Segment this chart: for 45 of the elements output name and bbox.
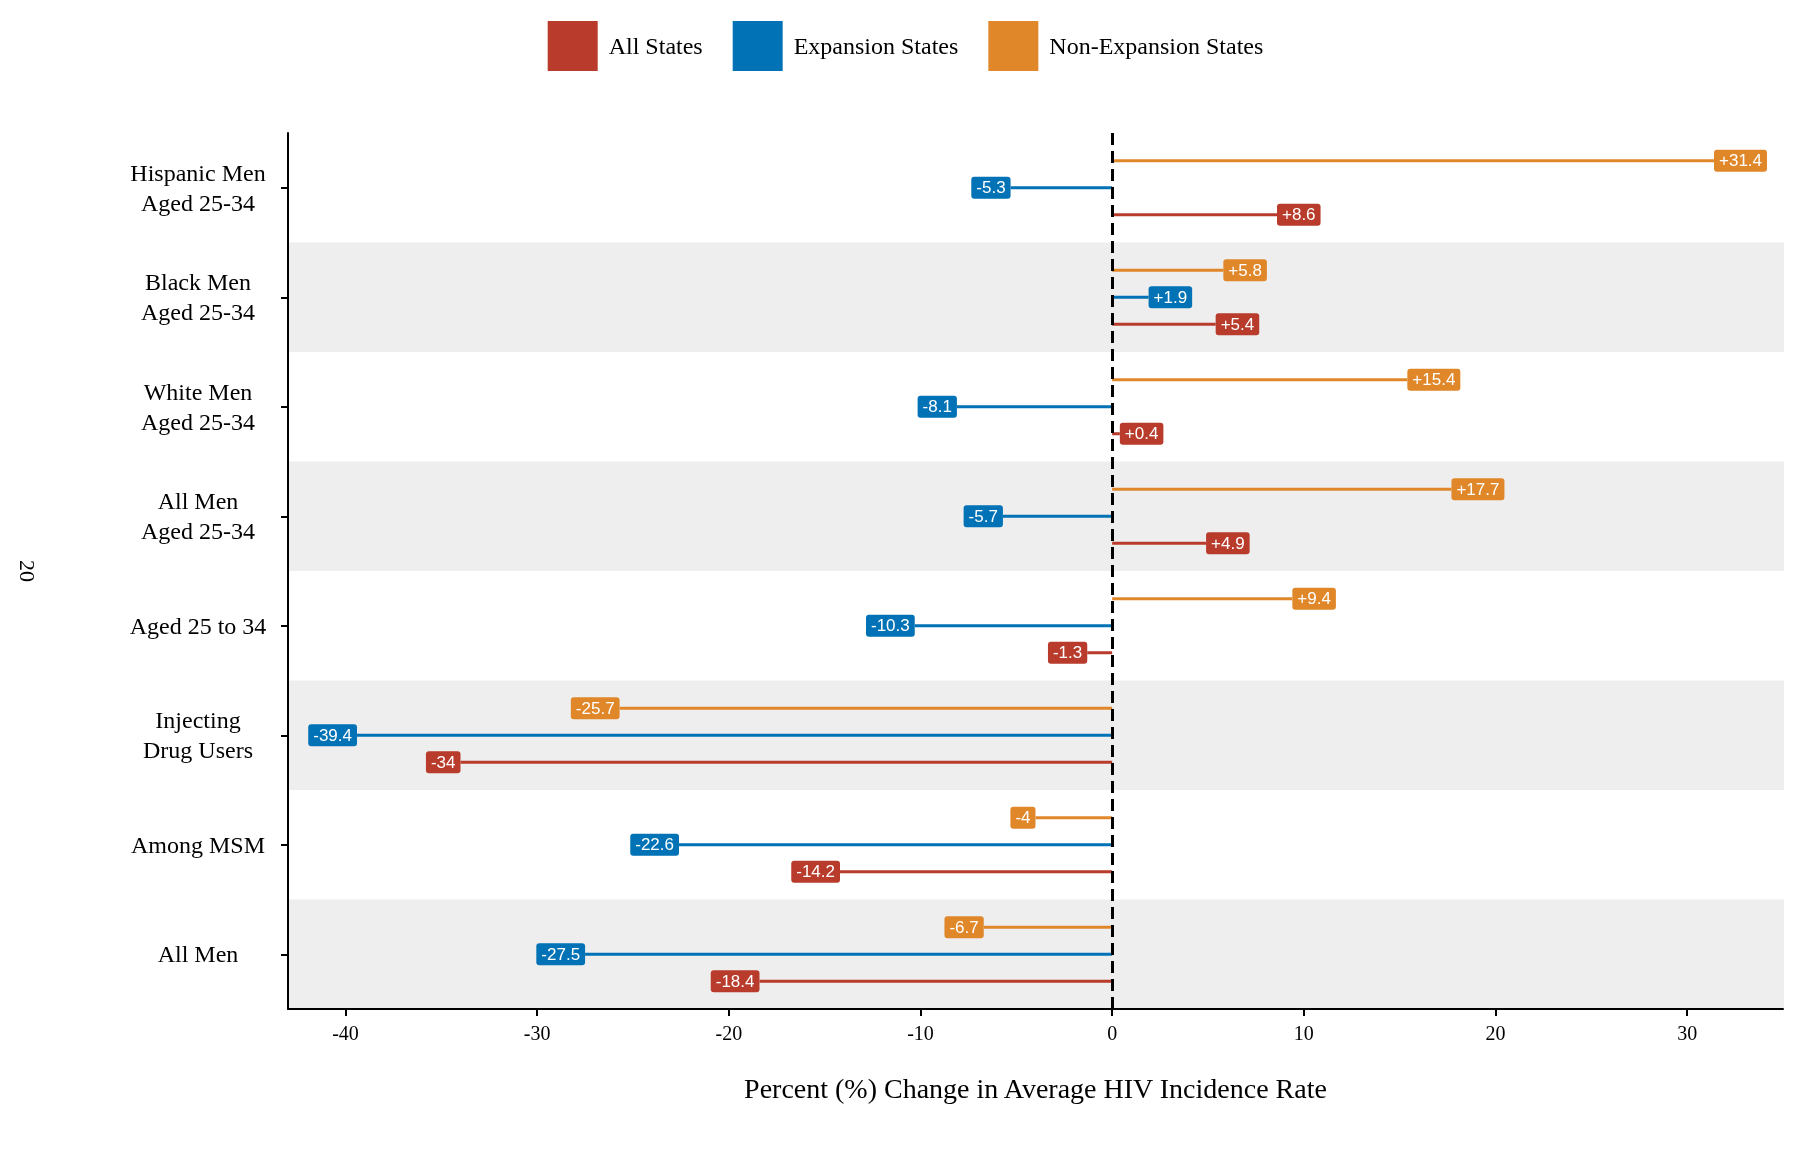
- data-label: +4.9: [1211, 533, 1245, 553]
- x-tick-label: 0: [1107, 1022, 1118, 1044]
- y-tick-label: Among MSM: [130, 831, 266, 858]
- x-tick-label: -40: [332, 1022, 359, 1044]
- data-label: -34: [430, 752, 456, 772]
- data-label: +15.4: [1412, 370, 1456, 390]
- data-label: -10.3: [871, 616, 910, 636]
- legend-label: Non-Expansion States: [1049, 33, 1264, 59]
- y-tick-label: White Men Aged 25-34: [141, 378, 255, 435]
- y-tick-label: All Men: [157, 941, 239, 968]
- data-label: +9.4: [1297, 589, 1331, 609]
- data-label: +5.8: [1228, 260, 1262, 280]
- x-tick-label: 20: [1485, 1022, 1506, 1044]
- data-label: -18.4: [715, 971, 755, 991]
- data-label: -39.4: [313, 725, 352, 745]
- data-label: +5.4: [1220, 314, 1255, 334]
- data-label: -14.2: [796, 862, 835, 882]
- data-label: -8.1: [922, 397, 952, 417]
- data-label: +0.4: [1124, 424, 1159, 444]
- x-tick-label: -30: [523, 1022, 551, 1044]
- data-label: +8.6: [1282, 205, 1316, 225]
- data-label: +31.4: [1719, 151, 1763, 171]
- x-tick-label: -20: [715, 1022, 743, 1044]
- data-label: -25.7: [575, 698, 615, 718]
- legend-label: All States: [608, 33, 703, 59]
- y-tick-label: Hispanic Men Aged 25-34: [130, 159, 266, 216]
- legend-label: Expansion States: [793, 33, 959, 59]
- data-label: -4: [1015, 808, 1031, 828]
- y-tick-label: Aged 25 to 34: [129, 612, 267, 639]
- data-label: +1.9: [1153, 287, 1188, 307]
- y-tick-label: Black Men Aged 25-34: [141, 269, 255, 326]
- x-axis-title: Percent (%) Change in Average HIV Incidence Rate: [744, 1072, 1327, 1104]
- x-tick-label: 30: [1677, 1022, 1698, 1044]
- x-tick-label: -10: [907, 1022, 934, 1044]
- data-label: -6.7: [949, 917, 979, 937]
- data-label: -27.5: [541, 944, 581, 964]
- y-axis-title: 20: [14, 560, 40, 582]
- data-label: -1.3: [1052, 643, 1083, 663]
- data-label: -5.3: [976, 178, 1006, 198]
- y-tick-label: Injecting Drug Users: [143, 707, 253, 764]
- data-label: -22.6: [635, 835, 674, 855]
- data-label: -5.7: [968, 506, 998, 526]
- y-tick-label: All Men Aged 25-34: [141, 488, 255, 545]
- x-tick-label: 10: [1293, 1022, 1314, 1044]
- data-label: +17.7: [1456, 479, 1500, 499]
